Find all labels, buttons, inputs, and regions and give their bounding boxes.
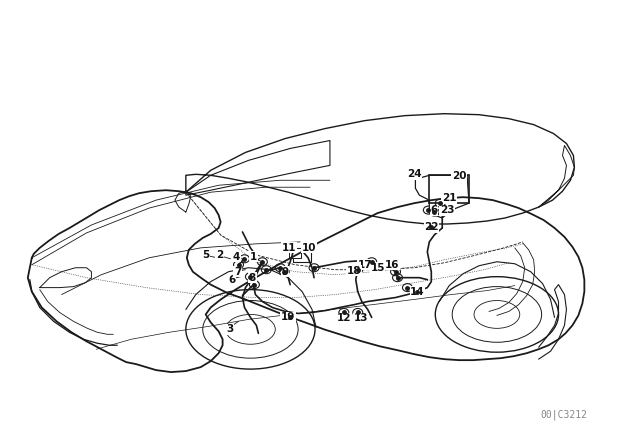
Text: 21: 21 [442, 193, 456, 203]
Text: 19: 19 [281, 312, 296, 323]
Text: 1: 1 [250, 252, 257, 262]
Text: 3: 3 [226, 324, 233, 334]
Text: 18: 18 [346, 266, 361, 276]
Text: 16: 16 [385, 260, 400, 270]
Bar [429, 175, 469, 203]
Text: 6: 6 [431, 205, 438, 215]
Text: 22: 22 [424, 222, 438, 232]
Text: 2: 2 [216, 250, 223, 260]
Text: 8: 8 [249, 273, 256, 283]
Text: 6: 6 [228, 275, 235, 284]
Text: 17: 17 [357, 260, 372, 270]
Text: 15: 15 [371, 263, 385, 273]
Bar [293, 248, 311, 262]
Text: 14: 14 [410, 287, 425, 297]
Text: 12: 12 [337, 314, 351, 323]
Text: 5: 5 [202, 250, 209, 260]
Text: 13: 13 [353, 314, 368, 323]
Text: 11: 11 [282, 243, 296, 253]
Text: 7: 7 [234, 267, 241, 277]
Text: 23: 23 [440, 205, 454, 215]
Text: 24: 24 [407, 169, 422, 179]
Text: 4: 4 [233, 252, 240, 262]
Text: 00|C3212: 00|C3212 [540, 409, 587, 420]
Bar [289, 248, 301, 258]
Text: 9: 9 [282, 267, 289, 277]
Text: 20: 20 [452, 171, 467, 181]
Text: 10: 10 [302, 243, 316, 253]
